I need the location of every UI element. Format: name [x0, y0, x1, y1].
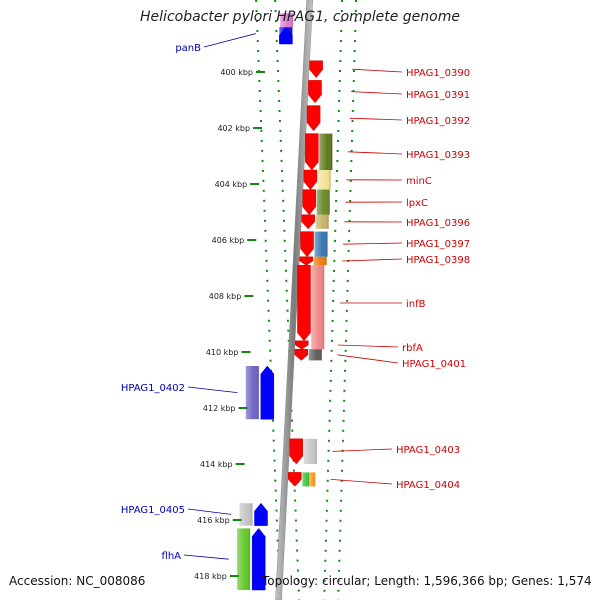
feature-ring-dots — [255, 0, 358, 600]
gene-label-panB[interactable]: panB — [175, 43, 201, 54]
scale-tick-label: 418 kbp — [194, 572, 227, 581]
gene-arrow-HPAG1_0396[interactable]: HPAG1_0396 — [301, 214, 315, 230]
gene-label-HPAG1_0402[interactable]: HPAG1_0402 — [121, 383, 185, 394]
label-leader — [330, 479, 393, 485]
genome-backbone — [275, 0, 313, 600]
feature-block-shade — [239, 503, 253, 526]
gene-arrow-HPAG1_0401[interactable]: HPAG1_0401 — [294, 348, 309, 361]
feature-block-shade — [317, 170, 331, 190]
gene-label-HPAG1_0403[interactable]: HPAG1_0403 — [396, 445, 460, 456]
label-leader — [187, 508, 232, 515]
label-leader — [332, 448, 393, 452]
gene-arrow-HPAG1_0393[interactable]: HPAG1_0393 — [305, 133, 319, 171]
label-leader — [343, 242, 403, 245]
topology-text: Topology: circular; Length: 1,596,366 bp… — [262, 574, 592, 588]
gene-arrow-panB[interactable]: panB — [279, 26, 293, 45]
feature-block-shade — [308, 349, 322, 361]
gene-arrow-flhA[interactable]: flhA — [251, 528, 266, 591]
scale-tick-label: 416 kbp — [197, 516, 230, 525]
ring-boundary-dots — [255, 0, 282, 600]
gene-arrow-infB[interactable]: infB — [297, 264, 311, 342]
gene-arrow-HPAG1_0390[interactable]: HPAG1_0390 — [309, 60, 323, 78]
feature-block-shade — [237, 528, 251, 590]
label-leader — [183, 554, 229, 560]
scale-tick-label: 412 kbp — [203, 404, 236, 413]
gene-label-HPAG1_0405[interactable]: HPAG1_0405 — [121, 505, 185, 516]
gene-arrow-HPAG1_0391[interactable]: HPAG1_0391 — [308, 80, 322, 104]
gene-label-HPAG1_0392[interactable]: HPAG1_0392 — [406, 116, 470, 127]
gene-arrow-lpxC[interactable]: lpxC — [302, 189, 316, 216]
gene-arrow-HPAG1_0392[interactable]: HPAG1_0392 — [306, 105, 321, 132]
label-leader — [342, 258, 403, 262]
label-leader — [352, 68, 403, 73]
map-title: Helicobacter pylori HPAG1, complete geno… — [140, 9, 460, 25]
gene-arrow-HPAG1_0397[interactable]: HPAG1_0397 — [300, 231, 314, 258]
label-leader — [337, 354, 399, 364]
label-leader — [187, 386, 238, 393]
scale-tick-label: 402 kbp — [217, 124, 250, 133]
feature-block-shade — [314, 231, 328, 257]
gene-label-HPAG1_0390[interactable]: HPAG1_0390 — [406, 68, 470, 79]
feature-block-shade — [303, 438, 317, 464]
label-leader — [203, 33, 256, 48]
gene-arrows: panBHPAG1_0390HPAG1_0391HPAG1_0392HPAG1_… — [251, 26, 323, 591]
gene-label-HPAG1_0401[interactable]: HPAG1_0401 — [402, 359, 466, 370]
gene-label-HPAG1_0404[interactable]: HPAG1_0404 — [396, 480, 460, 491]
gene-label-infB[interactable]: infB — [406, 299, 426, 310]
gene-arrow-HPAG1_0402[interactable]: HPAG1_0402 — [260, 365, 275, 420]
gene-label-flhA[interactable]: flhA — [162, 551, 182, 562]
accession-text: Accession: NC_008086 — [9, 574, 146, 588]
gene-label-HPAG1_0391[interactable]: HPAG1_0391 — [406, 90, 470, 101]
gene-label-HPAG1_0396[interactable]: HPAG1_0396 — [406, 218, 470, 229]
feature-block-shade — [302, 472, 310, 487]
feature-block-shade — [316, 189, 330, 215]
gene-label-HPAG1_0397[interactable]: HPAG1_0397 — [406, 239, 470, 250]
gene-arrow-minC[interactable]: minC — [303, 169, 318, 190]
label-leader — [349, 117, 403, 121]
feature-block-shade — [315, 214, 329, 229]
kbp-scale: 400 kbp 402 kbp 404 kbp 406 kbp 408 kbp 410 k… — [194, 68, 265, 581]
gene-arrow-HPAG1_0403[interactable]: HPAG1_0403 — [289, 438, 304, 465]
scale-tick-label: 404 kbp — [215, 180, 248, 189]
gene-arrow-HPAG1_0404[interactable]: HPAG1_0404 — [288, 472, 302, 487]
feature-block-shade — [280, 13, 294, 28]
gene-arrow-HPAG1_0405[interactable]: HPAG1_0405 — [254, 502, 268, 526]
feature-block-shade — [319, 133, 333, 170]
label-leader — [347, 151, 403, 155]
backbone-line — [275, 0, 313, 600]
gene-labels: panBHPAG1_0390HPAG1_0391HPAG1_0392HPAG1_… — [121, 33, 470, 562]
label-leader — [350, 91, 403, 95]
scale-tick-label: 400 kbp — [220, 68, 253, 77]
ring-boundary-dots — [337, 0, 358, 600]
gene-label-rbfA[interactable]: rbfA — [402, 343, 423, 354]
gene-arrow-HPAG1_0398[interactable]: HPAG1_0398 — [299, 256, 313, 266]
feature-block-shade — [309, 472, 316, 487]
scale-tick-label: 414 kbp — [200, 460, 233, 469]
ring-boundary-dots — [323, 0, 344, 600]
gene-label-HPAG1_0393[interactable]: HPAG1_0393 — [406, 150, 470, 161]
gene-arrow-rbfA[interactable]: rbfA — [295, 340, 309, 350]
gene-label-minC[interactable]: minC — [406, 176, 432, 187]
gene-label-lpxC[interactable]: lpxC — [406, 198, 428, 209]
label-leader — [337, 344, 399, 348]
scale-tick-label: 410 kbp — [206, 348, 239, 357]
feature-block-shade — [313, 256, 327, 266]
ring-boundary-dots — [274, 0, 301, 600]
gene-label-HPAG1_0398[interactable]: HPAG1_0398 — [406, 255, 470, 266]
feature-block-shade — [311, 265, 325, 350]
scale-tick-label: 406 kbp — [212, 236, 245, 245]
feature-block-shade — [245, 366, 259, 420]
scale-tick-label: 408 kbp — [209, 292, 242, 301]
